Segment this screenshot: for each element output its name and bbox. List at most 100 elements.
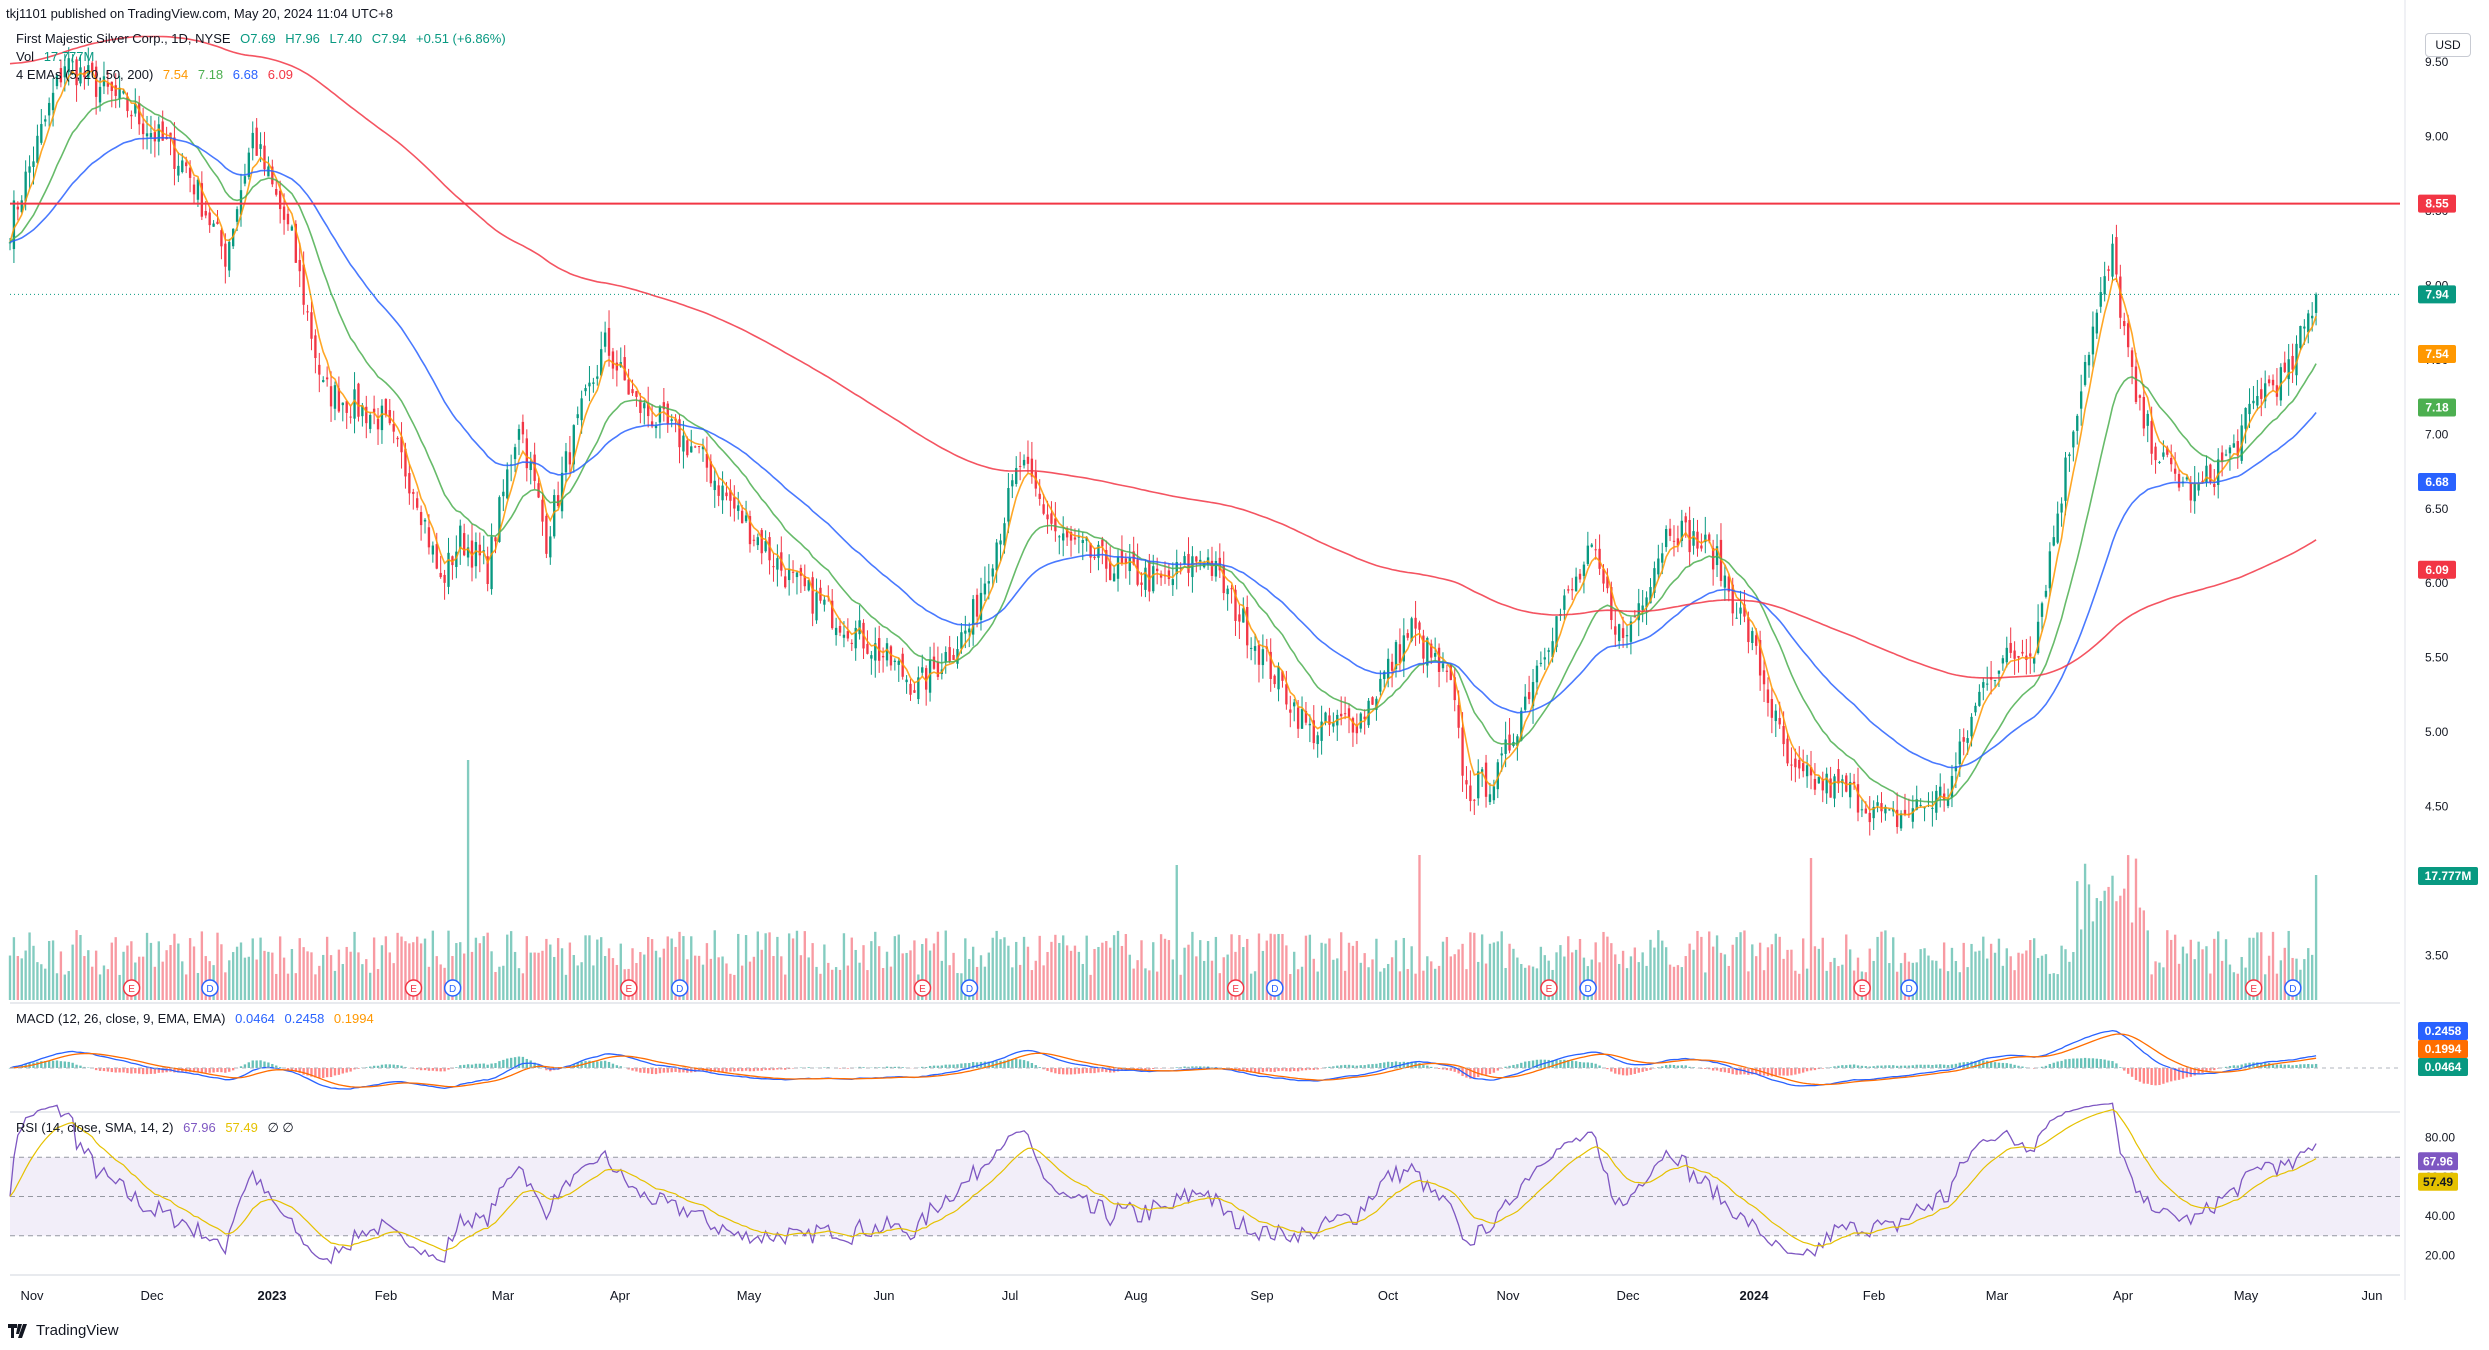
volume-bar xyxy=(36,962,39,1000)
macd-histogram-bar xyxy=(2299,1064,2302,1068)
volume-bar xyxy=(1116,930,1120,1000)
macd-histogram-bar xyxy=(1610,1068,1613,1072)
earnings-marker xyxy=(1540,979,1558,997)
candle xyxy=(713,480,716,491)
volume-bar xyxy=(878,946,881,1000)
volume-bar xyxy=(1598,962,1601,1000)
volume-bar xyxy=(588,935,591,1000)
volume-bar xyxy=(513,951,517,1000)
candle xyxy=(2291,355,2294,370)
volume-bar xyxy=(1735,937,1738,1000)
volume-bar xyxy=(1684,956,1687,1000)
macd-histogram-bar xyxy=(427,1068,431,1071)
macd-histogram-bar xyxy=(243,1064,247,1068)
macd-histogram-bar xyxy=(51,1060,55,1068)
macd-line-value: 0.2458 xyxy=(284,1011,325,1026)
candle xyxy=(1657,558,1660,575)
dividend-marker xyxy=(1900,979,1918,997)
volume-bar xyxy=(267,951,270,1000)
macd-histogram-bar xyxy=(1770,1068,1774,1077)
macd-histogram-bar xyxy=(2119,1067,2122,1068)
macd-histogram-bar xyxy=(647,1068,650,1074)
volume-bar xyxy=(1398,971,1402,1000)
macd-histogram-bar xyxy=(2303,1064,2306,1068)
candle xyxy=(1105,550,1108,569)
ema5-value: 7.54 xyxy=(162,67,189,82)
volume-bar xyxy=(866,970,869,1000)
candle xyxy=(1383,671,1386,680)
macd-histogram-bar xyxy=(1273,1068,1276,1072)
volume-bar xyxy=(1386,963,1390,1000)
currency-button[interactable]: USD xyxy=(2425,33,2471,57)
candle xyxy=(196,179,200,200)
candle xyxy=(1524,696,1527,710)
candle xyxy=(936,661,940,677)
volume-bar xyxy=(658,957,662,1000)
macd-histogram-bar xyxy=(944,1064,947,1068)
candle xyxy=(1751,631,1754,643)
candle xyxy=(1743,604,1746,617)
candle xyxy=(1516,736,1519,746)
candle xyxy=(2001,658,2005,664)
macd-histogram-bar xyxy=(1555,1059,1558,1068)
candle xyxy=(1539,662,1543,664)
macd-histogram-bar xyxy=(1919,1064,1922,1068)
candle xyxy=(1805,765,1809,777)
volume-bar xyxy=(596,939,599,1000)
candle xyxy=(913,690,916,693)
candle xyxy=(1774,710,1777,722)
candle xyxy=(1457,705,1460,728)
volume-bar xyxy=(1214,936,1218,1000)
volume-bar xyxy=(553,956,556,1000)
candle xyxy=(1571,589,1574,591)
candle xyxy=(106,82,110,87)
volume-bar xyxy=(2130,922,2134,1000)
time-tick: Mar xyxy=(1986,1288,2009,1303)
volume-bar xyxy=(1085,935,1088,1000)
candle xyxy=(568,452,572,465)
rsi-extra: ∅ ∅ xyxy=(267,1120,294,1135)
macd-histogram-bar xyxy=(1958,1062,1961,1068)
volume-bar xyxy=(259,937,262,1000)
volume-bar xyxy=(145,932,149,1000)
macd-histogram-bar xyxy=(59,1061,63,1068)
macd-histogram-bar xyxy=(1261,1068,1265,1073)
candle xyxy=(416,498,419,508)
volume-bar xyxy=(126,945,129,1000)
candle xyxy=(443,574,446,583)
macd-histogram-bar xyxy=(1077,1068,1081,1074)
macd-histogram-bar xyxy=(1872,1066,1875,1068)
volume-bar xyxy=(2087,884,2091,1000)
candle xyxy=(298,259,301,272)
macd-histogram-bar xyxy=(1802,1068,1805,1073)
macd-histogram-bar xyxy=(1101,1068,1104,1072)
volume-bar xyxy=(1923,948,1926,1000)
candle xyxy=(549,536,552,558)
macd-histogram-bar xyxy=(2177,1068,2181,1080)
volume-bar xyxy=(1813,946,1817,1000)
candle xyxy=(1809,766,1813,776)
candle xyxy=(1621,628,1625,638)
ema-lines xyxy=(9,35,2317,816)
macd-histogram-bar xyxy=(1332,1066,1335,1068)
candle xyxy=(2158,461,2161,463)
macd-histogram-bar xyxy=(1833,1066,1836,1068)
rsi-line xyxy=(9,1102,2317,1265)
candle xyxy=(881,655,885,658)
candle xyxy=(392,424,395,432)
volume-bar xyxy=(2217,931,2220,1000)
macd-histogram-bar xyxy=(506,1058,509,1068)
volume-bar xyxy=(122,951,125,1000)
candle xyxy=(870,655,873,659)
volume-bar xyxy=(1312,958,1315,1000)
candle xyxy=(983,583,987,595)
volume-bar xyxy=(1958,972,1961,1000)
candle xyxy=(1837,769,1840,784)
candle xyxy=(1304,711,1308,723)
candle xyxy=(322,380,325,382)
candle xyxy=(2060,503,2063,513)
volume-bar xyxy=(1989,943,1993,1000)
volume-bar xyxy=(2079,929,2083,1000)
volume-bar xyxy=(1304,935,1308,1000)
